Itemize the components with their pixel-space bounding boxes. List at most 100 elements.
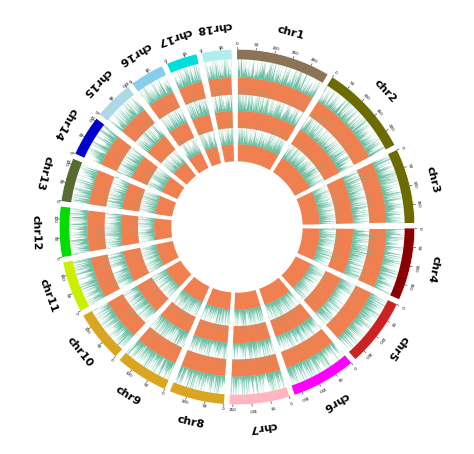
Text: 50: 50 [407, 163, 412, 169]
Polygon shape [147, 135, 175, 163]
Polygon shape [374, 228, 413, 298]
Text: 0: 0 [68, 149, 73, 153]
Polygon shape [230, 370, 287, 403]
Polygon shape [89, 170, 113, 207]
Text: 100: 100 [119, 79, 128, 88]
Polygon shape [258, 277, 290, 305]
Polygon shape [178, 82, 206, 103]
Polygon shape [220, 144, 235, 163]
Polygon shape [155, 195, 176, 217]
Polygon shape [308, 101, 369, 166]
Text: 0: 0 [109, 358, 114, 363]
Text: chr17: chr17 [156, 26, 192, 46]
Polygon shape [169, 122, 195, 147]
Polygon shape [285, 341, 348, 393]
Polygon shape [275, 316, 328, 360]
Polygon shape [173, 162, 195, 184]
Text: 100: 100 [87, 114, 94, 122]
Text: 50: 50 [52, 236, 57, 241]
Polygon shape [100, 87, 134, 121]
Polygon shape [181, 351, 226, 376]
Polygon shape [217, 118, 235, 146]
Polygon shape [237, 51, 324, 99]
Polygon shape [231, 355, 281, 376]
Text: 50: 50 [348, 81, 355, 88]
Text: 50: 50 [254, 43, 259, 48]
Text: 50: 50 [180, 49, 186, 55]
Polygon shape [155, 217, 171, 241]
Polygon shape [327, 77, 395, 149]
Text: chr4: chr4 [426, 255, 441, 284]
Polygon shape [155, 101, 188, 133]
Polygon shape [237, 118, 288, 156]
Polygon shape [291, 129, 340, 179]
Text: chr6: chr6 [321, 391, 351, 413]
Polygon shape [165, 260, 192, 287]
Text: 200: 200 [309, 57, 318, 64]
Polygon shape [298, 191, 319, 225]
Polygon shape [61, 207, 90, 256]
Polygon shape [232, 338, 278, 370]
Text: 0: 0 [399, 305, 404, 309]
Polygon shape [88, 210, 104, 252]
Polygon shape [156, 240, 179, 266]
Polygon shape [229, 387, 290, 405]
Polygon shape [155, 141, 186, 174]
Polygon shape [121, 339, 176, 387]
Polygon shape [273, 157, 310, 195]
Polygon shape [234, 290, 261, 310]
Polygon shape [231, 354, 281, 376]
Text: 100: 100 [124, 370, 133, 378]
Polygon shape [98, 250, 135, 294]
Polygon shape [282, 333, 333, 368]
Text: 100: 100 [412, 263, 418, 272]
Polygon shape [204, 147, 222, 167]
Polygon shape [326, 177, 353, 225]
Text: 50: 50 [95, 343, 101, 349]
Polygon shape [211, 84, 233, 114]
Polygon shape [115, 285, 157, 331]
Polygon shape [292, 263, 333, 309]
Polygon shape [359, 228, 386, 288]
Text: chr3: chr3 [424, 165, 440, 195]
Text: 100: 100 [82, 326, 90, 335]
Polygon shape [96, 172, 130, 210]
Polygon shape [173, 365, 226, 402]
Polygon shape [130, 244, 164, 278]
Text: 0: 0 [54, 198, 58, 202]
Polygon shape [91, 255, 119, 298]
Polygon shape [388, 150, 415, 223]
Text: 50: 50 [201, 405, 207, 410]
Polygon shape [101, 136, 130, 170]
Text: 150: 150 [300, 394, 309, 400]
Polygon shape [143, 268, 181, 307]
Polygon shape [119, 353, 169, 390]
Text: 150: 150 [375, 108, 383, 116]
Text: 0: 0 [236, 42, 238, 46]
Text: 150: 150 [364, 350, 372, 359]
Text: 50: 50 [142, 382, 148, 388]
Polygon shape [91, 253, 120, 298]
Polygon shape [264, 290, 307, 330]
Text: 100: 100 [362, 93, 370, 101]
Polygon shape [138, 326, 183, 363]
Polygon shape [128, 215, 155, 244]
Polygon shape [122, 109, 155, 143]
Text: chr15: chr15 [81, 67, 113, 99]
Text: chr7: chr7 [248, 419, 277, 433]
Text: 100: 100 [58, 273, 64, 281]
Text: chr5: chr5 [385, 334, 410, 362]
Polygon shape [102, 91, 145, 132]
Polygon shape [167, 289, 203, 326]
Text: chr1: chr1 [275, 25, 305, 42]
Text: 50: 50 [64, 292, 70, 299]
Polygon shape [196, 303, 231, 336]
Circle shape [173, 163, 301, 291]
Polygon shape [167, 54, 199, 73]
Polygon shape [304, 272, 341, 313]
Polygon shape [131, 156, 159, 186]
Polygon shape [299, 109, 364, 173]
Text: 0: 0 [199, 45, 202, 50]
Polygon shape [299, 227, 319, 261]
Polygon shape [290, 129, 340, 181]
